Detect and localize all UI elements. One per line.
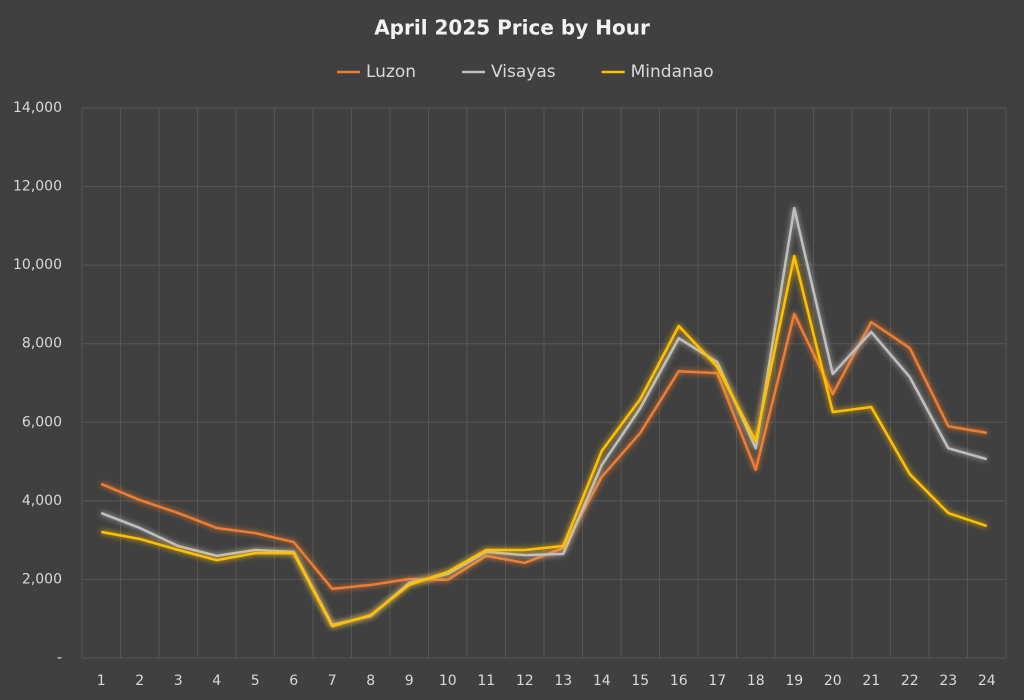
x-tick-label: 12 [516, 673, 534, 689]
x-tick-label: 1 [97, 673, 106, 689]
x-tick-label: 20 [824, 673, 842, 689]
x-tick-label: 5 [251, 673, 260, 689]
x-tick-label: 16 [670, 673, 688, 689]
y-tick-label: 10,000 [13, 257, 62, 273]
x-tick-label: 18 [747, 673, 765, 689]
legend-label: Mindanao [631, 62, 714, 82]
x-tick-label: 11 [477, 673, 495, 689]
x-tick-label: 4 [212, 673, 221, 689]
x-tick-label: 22 [901, 673, 919, 689]
x-tick-label: 24 [978, 673, 996, 689]
x-tick-label: 2 [135, 673, 144, 689]
chart-title: April 2025 Price by Hour [374, 16, 650, 40]
y-tick-label: 6,000 [22, 414, 62, 430]
y-tick-label: 8,000 [22, 336, 62, 352]
series-line [100, 206, 988, 627]
x-tick-label: 7 [328, 673, 337, 689]
x-tick-label: 8 [366, 673, 375, 689]
legend-label: Visayas [491, 62, 556, 82]
x-tick-label: 23 [939, 673, 957, 689]
y-tick-label: 2,000 [22, 571, 62, 587]
x-tick-label: 9 [405, 673, 414, 689]
y-tick-label: 4,000 [22, 493, 62, 509]
x-tick-label: 13 [554, 673, 572, 689]
x-tick-label: 6 [289, 673, 298, 689]
x-tick-label: 3 [174, 673, 183, 689]
legend-label: Luzon [366, 62, 416, 82]
y-tick-label: - [57, 650, 62, 666]
y-tick-label: 14,000 [13, 100, 62, 116]
x-tick-label: 14 [593, 673, 611, 689]
x-tick-label: 10 [439, 673, 457, 689]
y-tick-label: 12,000 [13, 179, 62, 195]
x-tick-label: 17 [708, 673, 726, 689]
series-line [101, 254, 988, 628]
x-tick-label: 15 [631, 673, 649, 689]
x-tick-label: 19 [785, 673, 803, 689]
x-tick-label: 21 [862, 673, 880, 689]
